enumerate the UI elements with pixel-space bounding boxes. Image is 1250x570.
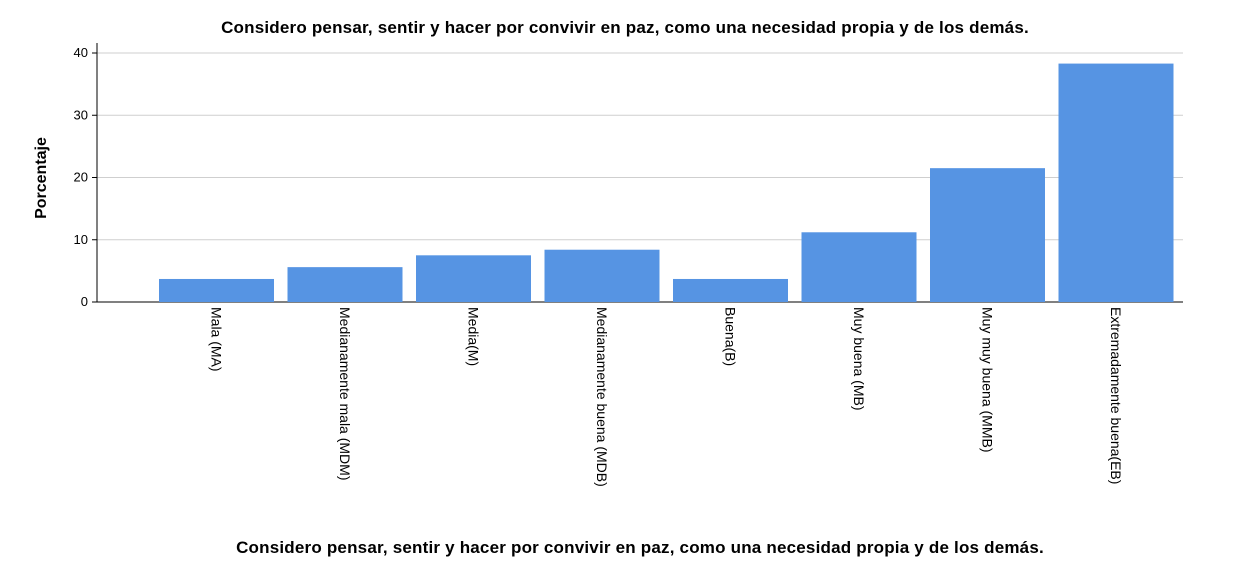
bar [416,255,531,302]
x-tick-label: Medianamente buena (MDB) [594,307,610,487]
bar [930,168,1045,302]
y-tick-label: 0 [81,294,88,309]
y-tick-label: 10 [74,232,88,247]
x-tick-label: Media(M) [466,307,482,366]
x-tick-label: Medianamente mala (MDM) [337,307,353,481]
y-tick-label: 40 [74,45,88,60]
bar [544,249,660,302]
y-axis-title: Porcentaje [33,137,50,219]
bar [1058,63,1174,302]
bar [287,267,403,302]
x-axis-title: Considero pensar, sentir y hacer por con… [236,538,1044,557]
y-tick-label: 20 [74,170,88,185]
bar [673,278,788,302]
labels: 0 10 20 30 40 Mala (MA) Medianamente mala (MDM… [74,45,1124,487]
bars [159,63,1174,302]
x-tick-label: Muy muy buena (MMB) [980,307,996,452]
x-tick-label: Muy buena (MB) [851,307,867,410]
y-tick-label: 30 [74,107,88,122]
x-tick-label: Extremadamente buena(EB) [1108,307,1124,484]
bar [159,278,274,302]
bar [801,232,917,302]
x-tick-label: Mala (MA) [209,307,225,372]
x-tick-label: Buena(B) [723,307,739,366]
chart-title: Considero pensar, sentir y hacer por con… [221,18,1029,37]
